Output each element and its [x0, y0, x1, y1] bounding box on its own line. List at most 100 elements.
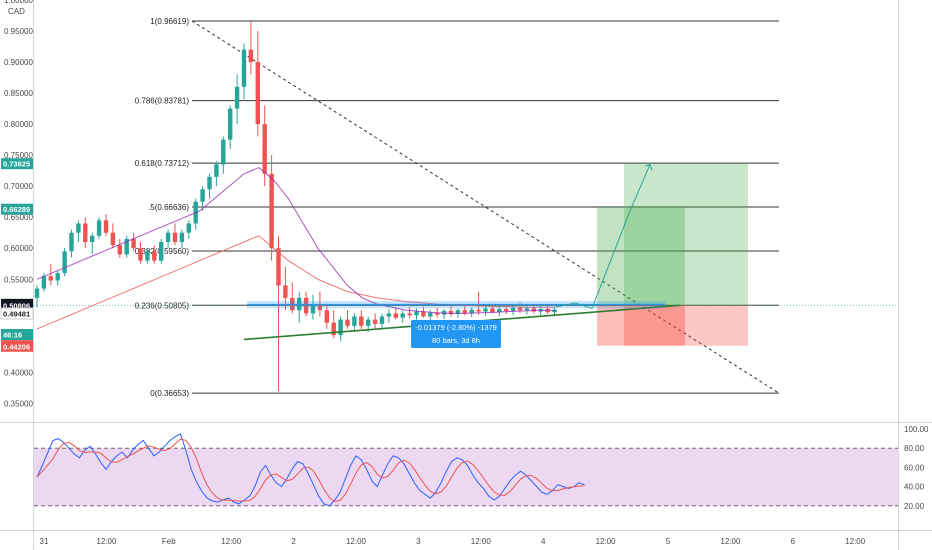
time-tick-label: 12:00: [221, 537, 242, 546]
stop-zone-2: [624, 305, 748, 346]
fib-level-label: 0.618(0.73712): [135, 159, 190, 168]
candle-body: [331, 322, 336, 336]
candle-body: [90, 235, 95, 243]
candle-body: [96, 220, 102, 236]
price-badge-bg: [1, 203, 33, 215]
price-badge-bg: [1, 328, 33, 340]
price-badges: 0.736250.662890.509570.508060.4948146:16…: [0, 158, 898, 352]
trend-drawings[interactable]: -0.01379 (-2.80%) -1379 80 bars, 3d 8h: [243, 163, 681, 348]
candle-body: [117, 245, 122, 255]
candle-body: [379, 316, 385, 324]
rsi-band: [34, 448, 898, 506]
candle-body: [69, 232, 74, 252]
projection-arrowhead: [644, 163, 653, 171]
projection-path: [554, 164, 651, 310]
time-tick-label: 3: [416, 537, 421, 546]
candle-body: [428, 312, 433, 317]
time-tick-label: 12:00: [845, 537, 866, 546]
price-tick-label: 0.75000: [4, 151, 33, 160]
candle-body: [200, 189, 205, 202]
candle-body: [324, 310, 329, 323]
price-tick-label: 0.90000: [4, 58, 33, 67]
price-badge-label: 0.66289: [3, 205, 30, 214]
rsi-tick-label: 60.00: [904, 463, 925, 472]
price-tick-label: 0.55000: [4, 275, 33, 284]
price-tick-label: 0.60000: [4, 244, 33, 253]
candle-body: [41, 276, 47, 289]
ma-fast-line: [36, 167, 555, 314]
profit-zone-1: [597, 207, 685, 306]
candle-body: [352, 316, 357, 326]
candle-body: [55, 273, 60, 281]
measure-box: [411, 320, 501, 348]
ma-slow-line: [36, 235, 555, 330]
candle-body: [435, 312, 440, 315]
price-tick-label: 0.35000: [4, 399, 33, 408]
candle-body: [345, 319, 350, 326]
candle-body: [124, 238, 129, 255]
candle-body: [234, 86, 240, 109]
candle-body: [207, 176, 212, 190]
candle-body: [276, 248, 281, 286]
candle-body: [462, 310, 467, 314]
candle-body: [510, 307, 516, 311]
price-tick-label: 0.65000: [4, 213, 33, 222]
measure-line2: 80 bars, 3d 8h: [432, 336, 480, 345]
candle-body: [110, 232, 116, 246]
currency-label: CAD: [8, 7, 25, 16]
time-tick-label: 12:00: [471, 537, 492, 546]
candlestick-series: [34, 21, 557, 391]
candle-body: [407, 313, 412, 316]
time-tick-label: 12:00: [720, 537, 741, 546]
position-zones[interactable]: [597, 163, 748, 346]
rsi-tick-label: 100.00: [904, 425, 929, 434]
candle-body: [386, 313, 392, 317]
price-tick-label: 0.85000: [4, 89, 33, 98]
candle-body: [421, 311, 426, 317]
moving-averages: [36, 167, 555, 330]
candle-body: [490, 308, 495, 313]
candle-body: [186, 223, 191, 233]
price-tick-label: 1.00000: [4, 0, 33, 5]
candle-body: [448, 310, 454, 315]
time-tick-label: 4: [541, 537, 546, 546]
candle-body: [131, 238, 136, 249]
price-badge-label: 46:16: [3, 330, 22, 339]
candle-body: [255, 62, 260, 125]
candle-body: [317, 304, 323, 311]
rsi-tick-label: 80.00: [904, 444, 925, 453]
candle-body: [400, 313, 405, 318]
candle-body: [372, 319, 378, 324]
price-badge-label: 0.49481: [3, 310, 30, 319]
candle-body: [159, 242, 164, 261]
rsi-signal-line: [36, 438, 585, 503]
price-tick-label: 0.70000: [4, 182, 33, 191]
candle-body: [138, 248, 143, 261]
candle-body: [524, 308, 530, 311]
candle-body: [338, 319, 343, 336]
fib-level-label: 0.236(0.50805): [135, 301, 190, 310]
candle-body: [221, 139, 226, 165]
time-tick-label: 31: [40, 537, 49, 546]
candle-body: [504, 309, 509, 311]
candle-body: [310, 304, 316, 314]
time-tick-label: 12:00: [346, 537, 367, 546]
time-tick-label: 6: [791, 537, 796, 546]
price-badge-label: 0.44206: [3, 342, 30, 351]
candle-body: [552, 309, 557, 313]
candle-body: [359, 316, 364, 326]
candle-body: [366, 319, 371, 326]
candle-body: [469, 309, 474, 314]
candle-body: [476, 309, 481, 312]
profit-zone-2: [624, 163, 748, 306]
price-badge-bg: [1, 158, 33, 170]
candle-body: [34, 288, 40, 298]
rsi-pane: 100.00 80.00 60.00 40.00 20.00: [34, 425, 929, 511]
candle-body: [414, 311, 419, 316]
price-tick-label: 0.40000: [4, 368, 33, 377]
candle-body: [145, 251, 150, 261]
candle-body: [165, 232, 171, 243]
price-badge-label: 0.50806: [3, 301, 30, 310]
candle-body: [248, 49, 254, 63]
